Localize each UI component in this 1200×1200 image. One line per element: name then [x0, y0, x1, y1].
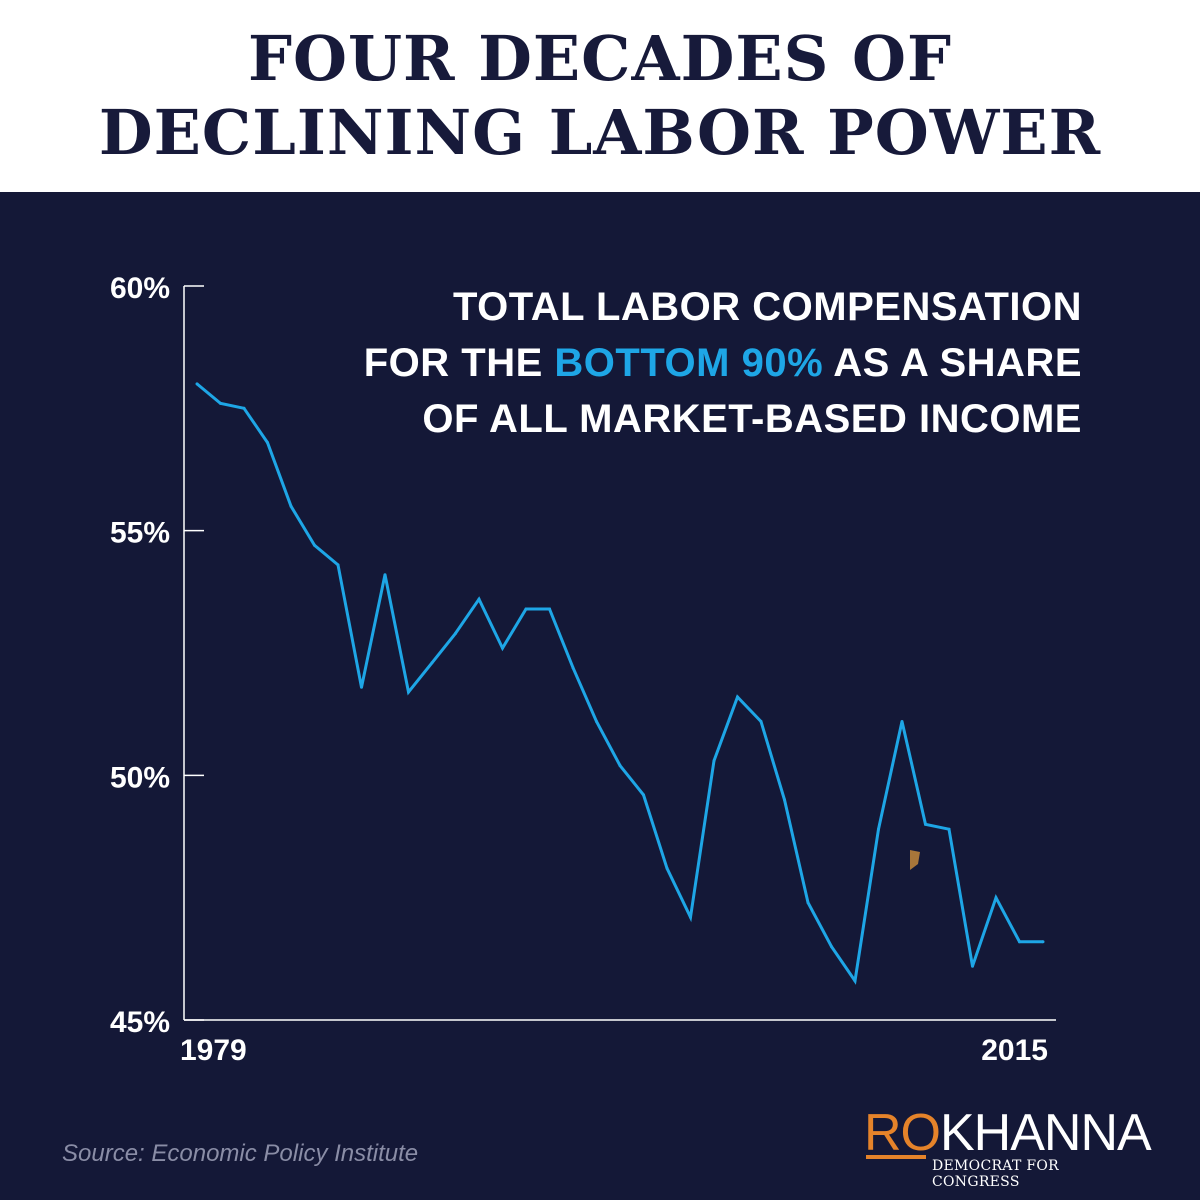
data-point	[736, 695, 739, 699]
data-point	[477, 597, 481, 601]
series-line	[196, 382, 1043, 985]
data-point	[571, 666, 575, 670]
data-point	[501, 646, 504, 650]
x-tick-label-end: 2015	[981, 1034, 1048, 1067]
data-point	[430, 661, 434, 665]
brand-tagline: DEMOCRAT FOR CONGRESS	[932, 1158, 1059, 1190]
data-point	[219, 401, 222, 405]
subtitle-line-2-post: AS A SHARE	[823, 341, 1082, 385]
data-point	[712, 759, 716, 763]
data-point	[642, 793, 645, 797]
data-point	[336, 563, 340, 567]
brand-first-name: RO	[864, 1104, 941, 1162]
chart-subtitle: TOTAL LABOR COMPENSATION FOR THE BOTTOM …	[322, 279, 1082, 447]
data-point	[313, 543, 316, 547]
data-point	[806, 901, 810, 905]
brand-underline	[866, 1155, 926, 1159]
data-point	[900, 720, 904, 723]
chart-series	[195, 382, 1045, 985]
data-point	[383, 573, 387, 577]
data-point	[689, 915, 692, 919]
data-point	[195, 382, 199, 386]
data-point	[524, 607, 528, 611]
data-point	[994, 896, 998, 900]
data-point	[853, 979, 857, 983]
brand-logo: ROKHANNA DEMOCRAT FOR CONGRESS	[864, 1104, 1152, 1190]
title-line-1: FOUR DECADES OF	[247, 22, 953, 95]
data-point	[548, 607, 551, 611]
header: FOUR DECADES OF DECLINING LABOR POWER	[0, 0, 1200, 192]
brand-last-name: KHANNA	[940, 1104, 1152, 1162]
data-point	[595, 720, 598, 723]
y-tick-label: 55%	[110, 517, 170, 550]
data-point	[289, 504, 293, 508]
data-point	[877, 827, 880, 831]
subtitle-line-2: FOR THE BOTTOM 90% AS A SHARE	[322, 335, 1082, 391]
data-point	[266, 441, 269, 445]
chart-ticks: 45% 50% 55% 60% 1979 2015	[110, 272, 1048, 1067]
data-point	[360, 685, 363, 689]
y-tick-label: 45%	[110, 1006, 170, 1039]
brand-name: ROKHANNA	[864, 1104, 1152, 1162]
subtitle-highlight: BOTTOM 90%	[554, 341, 824, 385]
data-point	[618, 764, 622, 767]
data-point	[947, 827, 951, 831]
y-tick-label: 60%	[110, 272, 170, 305]
data-point	[1041, 940, 1045, 944]
data-point	[783, 798, 786, 802]
decorative-mark	[910, 850, 920, 870]
chart-axes	[183, 286, 1056, 1021]
data-point	[1018, 940, 1021, 944]
title-line-2: DECLINING LABOR POWER	[98, 96, 1102, 169]
x-tick-label-start: 1979	[180, 1034, 247, 1067]
data-point	[407, 690, 410, 694]
subtitle-line-2-pre: FOR THE	[363, 341, 555, 385]
subtitle-line-1: TOTAL LABOR COMPENSATION	[452, 285, 1082, 329]
chart-panel	[0, 192, 1200, 1200]
subtitle-line-3: OF ALL MARKET-BASED INCOME	[422, 397, 1082, 441]
data-point	[759, 720, 763, 723]
source-credit: Source: Economic Policy Institute	[62, 1140, 419, 1167]
data-point	[454, 631, 457, 635]
data-point	[242, 406, 246, 410]
data-point	[924, 822, 927, 826]
data-point	[830, 945, 833, 949]
data-point	[665, 866, 669, 870]
y-tick-label: 50%	[110, 761, 170, 794]
data-point	[971, 964, 974, 968]
